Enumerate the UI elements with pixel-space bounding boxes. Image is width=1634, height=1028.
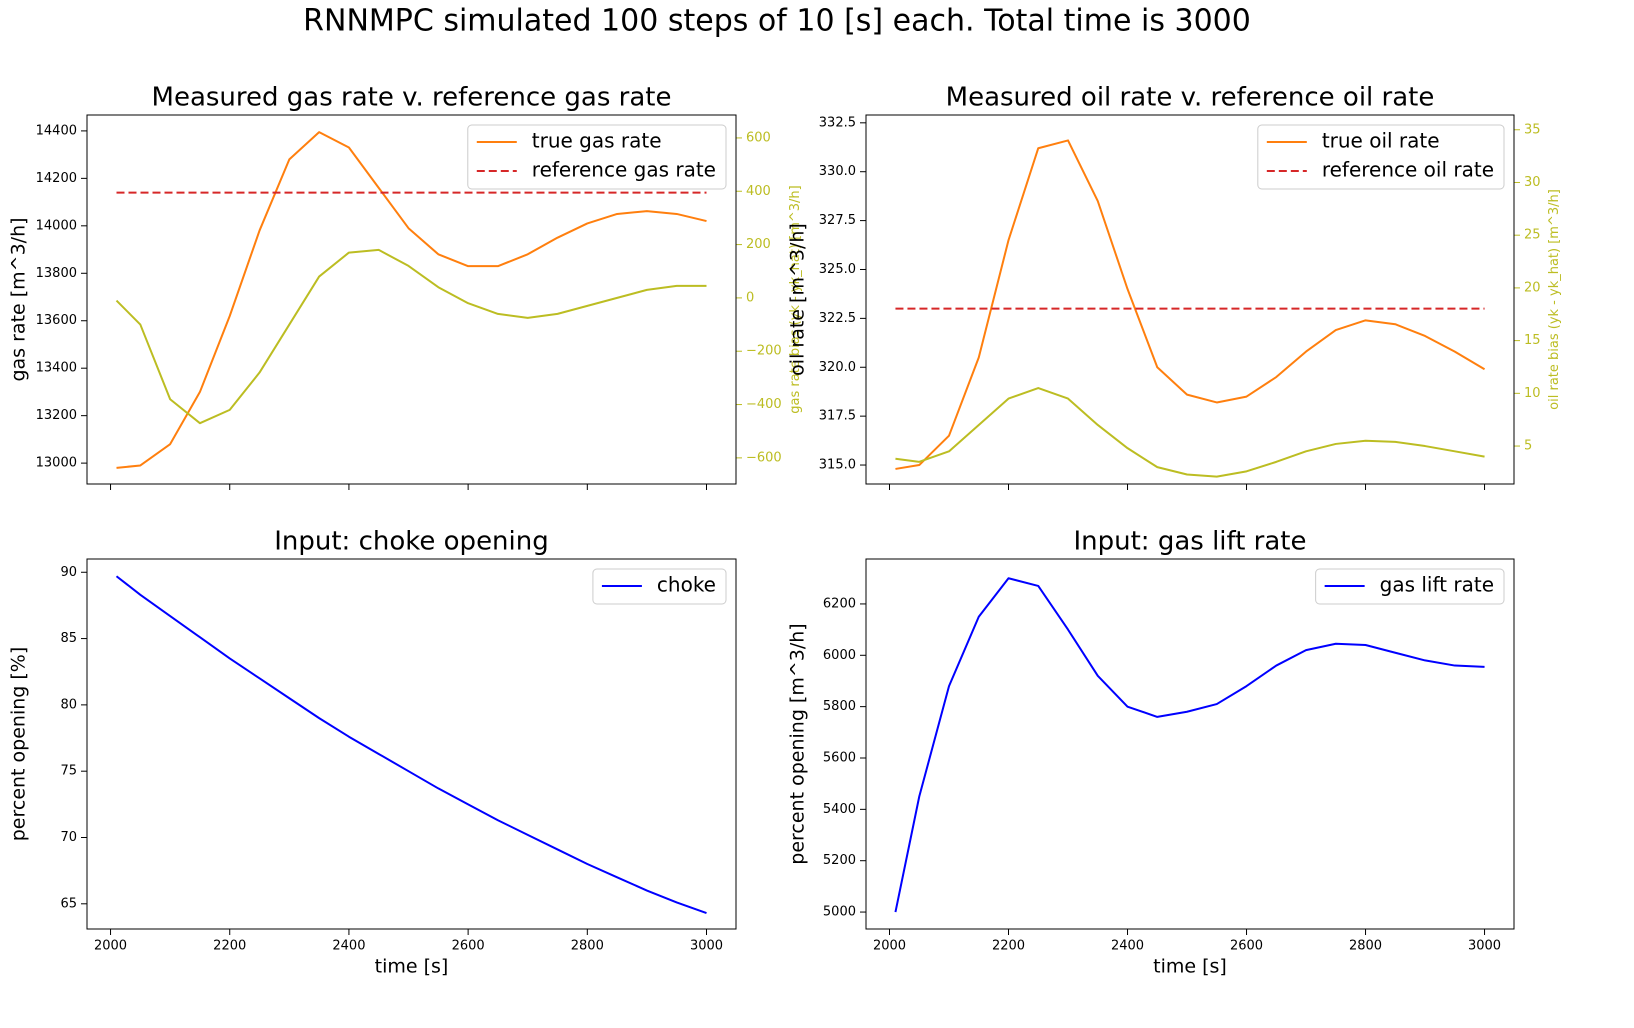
legend-box: [592, 568, 727, 605]
x-tick-label: 3000: [1468, 939, 1501, 954]
y-tick-label: 14000: [36, 218, 77, 233]
y-tick-label: 5600: [823, 750, 856, 765]
y2-tick-label: 400: [746, 184, 771, 199]
y2-tick-label: 10: [1524, 386, 1541, 401]
y2-tick-label: −600: [746, 450, 782, 465]
x-tick-label: 2200: [213, 939, 246, 954]
y2-tick-label: 25: [1524, 228, 1541, 243]
y-tick-label: 75: [60, 764, 77, 779]
figure-title: RNNMPC simulated 100 steps of 10 [s] eac…: [303, 4, 1251, 39]
y-tick-label: 13600: [36, 313, 77, 328]
x-axis-label: time [s]: [375, 956, 449, 978]
y-tick-label: 325.0: [819, 262, 856, 277]
y-tick-label: 65: [60, 896, 77, 911]
y-tick-label: 320.0: [819, 360, 856, 375]
plot-frame: [86, 114, 737, 485]
x-tick-label: 2000: [94, 939, 127, 954]
y2-axis-label: gas rate bias (yk - yk_hat) [m^3/h]: [788, 185, 803, 413]
x-tick-label: 2800: [1349, 939, 1382, 954]
legend-label: gas lift rate: [1380, 573, 1494, 597]
series-line: [115, 248, 707, 425]
y-tick-label: 13000: [36, 456, 77, 471]
y-tick-label: 317.5: [819, 409, 856, 424]
y-tick-label: 330.0: [819, 164, 856, 179]
x-tick-label: 3000: [690, 939, 723, 954]
legend-label: true gas rate: [532, 129, 662, 153]
legend-label: true oil rate: [1322, 129, 1440, 153]
legend: true gas rate reference gas rate: [467, 124, 727, 190]
y-tick-label: 13800: [36, 266, 77, 281]
legend: true oil rate reference oil rate: [1257, 124, 1505, 190]
y2-tick-label: 35: [1524, 122, 1541, 137]
x-tick-label: 2000: [873, 939, 906, 954]
legend: gas lift rate: [1315, 568, 1505, 605]
y2-tick-label: 600: [746, 130, 771, 145]
series-line: [895, 387, 1485, 478]
legend-box: [1257, 124, 1505, 190]
y2-tick-label: −400: [746, 397, 782, 412]
series-line: [115, 575, 707, 915]
series-line: [894, 577, 1485, 913]
subplot-title: Input: gas lift rate: [1073, 527, 1306, 557]
y-tick-label: 80: [60, 697, 77, 712]
legend-label: choke: [657, 573, 716, 597]
y-tick-label: 14400: [36, 123, 77, 138]
subplot-title: Measured oil rate v. reference oil rate: [946, 83, 1435, 113]
y-tick-label: 5000: [823, 905, 856, 920]
legend: choke: [592, 568, 727, 605]
y2-tick-label: 200: [746, 237, 771, 252]
y-tick-label: 5200: [823, 853, 856, 868]
y2-axis-label: oil rate bias (yk - yk_hat) [m^3/h]: [1547, 189, 1562, 410]
y-axis-label: percent opening [m^3/h]: [787, 623, 809, 864]
x-tick-label: 2400: [332, 939, 365, 954]
y-tick-label: 5400: [823, 802, 856, 817]
x-tick-label: 2800: [571, 939, 604, 954]
y-axis-label: oil rate [m^3/h]: [787, 223, 809, 376]
subplot-title: Measured gas rate v. reference gas rate: [152, 83, 672, 113]
x-tick-label: 2600: [1230, 939, 1263, 954]
y2-tick-label: −200: [746, 344, 782, 359]
y2-tick-label: 15: [1524, 333, 1541, 348]
y2-tick-label: 30: [1524, 175, 1541, 190]
x-axis-label: time [s]: [1153, 956, 1227, 978]
legend-label: reference oil rate: [1322, 158, 1494, 182]
y-tick-label: 5800: [823, 699, 856, 714]
y-tick-label: 6200: [823, 596, 856, 611]
y-tick-label: 327.5: [819, 213, 856, 228]
y-tick-label: 13200: [36, 408, 77, 423]
x-tick-label: 2600: [452, 939, 485, 954]
x-tick-label: 2200: [992, 939, 1025, 954]
y-tick-label: 322.5: [819, 311, 856, 326]
y-tick-label: 70: [60, 830, 77, 845]
plot-frame: [865, 558, 1515, 930]
plot-frame: [86, 558, 737, 930]
y-tick-label: 6000: [823, 648, 856, 663]
legend-label: reference gas rate: [532, 158, 716, 182]
y-tick-label: 13400: [36, 361, 77, 376]
legend-box: [467, 124, 727, 190]
legend-box: [1315, 568, 1505, 605]
plot-frame: [865, 114, 1515, 485]
y-tick-label: 85: [60, 631, 77, 646]
y2-tick-label: 0: [746, 290, 754, 305]
series-line: [895, 139, 1486, 470]
y2-tick-label: 5: [1524, 439, 1532, 454]
y-tick-label: 14200: [36, 171, 77, 186]
y-axis-label: gas rate [m^3/h]: [8, 217, 30, 381]
y-tick-label: 332.5: [819, 115, 856, 130]
y2-tick-label: 20: [1524, 280, 1541, 295]
y-tick-label: 90: [60, 565, 77, 580]
y-axis-label: percent opening [%]: [8, 647, 30, 842]
y-tick-label: 315.0: [819, 458, 856, 473]
series-line: [116, 131, 707, 469]
subplot-title: Input: choke opening: [274, 527, 549, 557]
x-tick-label: 2400: [1111, 939, 1144, 954]
